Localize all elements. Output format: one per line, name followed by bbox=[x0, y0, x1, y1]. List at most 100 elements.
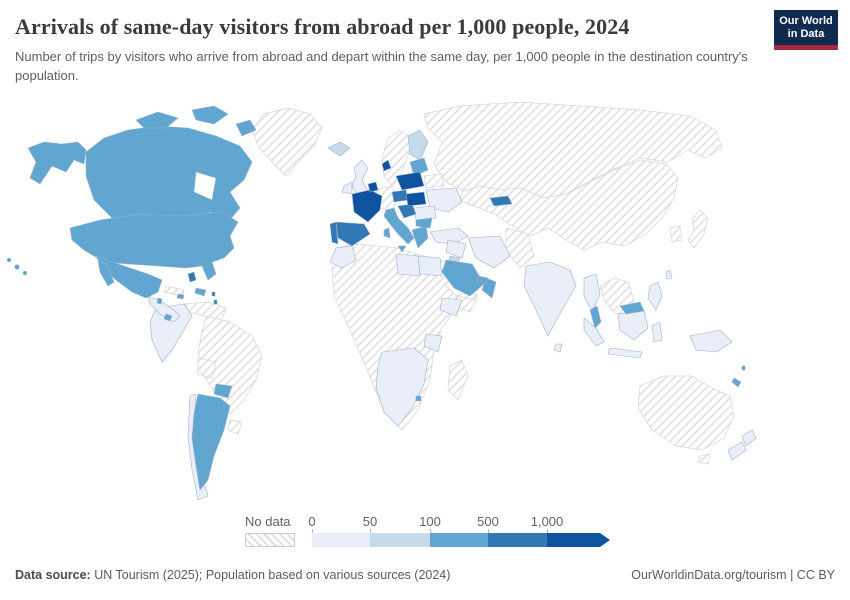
country-new-caledonia[interactable] bbox=[731, 377, 742, 388]
country-brazil[interactable] bbox=[197, 315, 263, 415]
country-arctic-islands-1[interactable] bbox=[135, 111, 179, 129]
country-afghanistan-pakistan[interactable] bbox=[505, 227, 535, 269]
country-india[interactable] bbox=[523, 261, 577, 337]
country-bulgaria[interactable] bbox=[415, 217, 433, 229]
legend-bin-5[interactable] bbox=[547, 533, 600, 547]
owid-link[interactable]: OurWorldinData.org/tourism | CC BY bbox=[631, 568, 835, 582]
country-finland[interactable] bbox=[407, 129, 429, 161]
country-jamaica[interactable] bbox=[176, 293, 185, 300]
country-hawaii[interactable] bbox=[14, 264, 20, 270]
country-sri-lanka[interactable] bbox=[553, 343, 563, 353]
country-africa-main[interactable] bbox=[331, 243, 479, 431]
country-bahamas[interactable] bbox=[187, 271, 197, 283]
country-greenland[interactable] bbox=[251, 107, 323, 177]
country-sicily[interactable] bbox=[397, 245, 407, 253]
country-sumatra[interactable] bbox=[583, 317, 605, 347]
country-south-korea[interactable] bbox=[669, 225, 683, 243]
country-dominican-republic[interactable] bbox=[194, 287, 207, 297]
country-georgia[interactable] bbox=[489, 195, 513, 207]
country-arctic-islands-3[interactable] bbox=[235, 119, 257, 137]
country-ethiopia[interactable] bbox=[439, 297, 463, 317]
country-japan[interactable] bbox=[687, 209, 709, 249]
legend-bin-1[interactable] bbox=[312, 533, 370, 547]
country-baltics[interactable] bbox=[409, 157, 429, 177]
legend-tickmark bbox=[370, 529, 371, 533]
country-iceland[interactable] bbox=[327, 141, 351, 157]
country-romania[interactable] bbox=[413, 205, 437, 221]
country-belarus[interactable] bbox=[423, 173, 445, 189]
legend-bin-4[interactable] bbox=[488, 533, 547, 547]
country-france[interactable] bbox=[351, 189, 383, 223]
country-turkey[interactable] bbox=[429, 227, 469, 245]
country-greece[interactable] bbox=[411, 225, 429, 249]
country-madagascar[interactable] bbox=[447, 359, 469, 401]
country-sardinia[interactable] bbox=[383, 227, 391, 239]
country-egypt[interactable] bbox=[417, 255, 443, 277]
country-tasmania[interactable] bbox=[697, 453, 711, 465]
country-new-zealand-south[interactable] bbox=[727, 441, 747, 461]
country-antilles-2[interactable] bbox=[213, 299, 218, 305]
country-australia[interactable] bbox=[637, 375, 735, 451]
country-costa-rica[interactable] bbox=[163, 313, 173, 322]
country-baja[interactable] bbox=[97, 259, 115, 287]
legend-tick-50: 50 bbox=[362, 514, 378, 529]
country-colombia-peru[interactable] bbox=[149, 303, 193, 363]
country-italy[interactable] bbox=[383, 207, 415, 245]
country-sulawesi[interactable] bbox=[651, 321, 663, 343]
country-saudi-arabia[interactable] bbox=[441, 259, 485, 297]
country-vanuatu[interactable] bbox=[741, 365, 746, 371]
country-hawaii[interactable] bbox=[7, 258, 11, 262]
legend-bin-2[interactable] bbox=[370, 533, 430, 547]
no-data-swatch[interactable] bbox=[245, 533, 295, 547]
country-antilles-1[interactable] bbox=[211, 291, 216, 297]
country-arctic-islands-2[interactable] bbox=[191, 105, 229, 125]
country-argentina[interactable] bbox=[191, 393, 231, 491]
country-poland[interactable] bbox=[395, 171, 425, 191]
country-uae[interactable] bbox=[476, 275, 489, 285]
country-scandinavia[interactable] bbox=[381, 129, 413, 187]
country-eswatini[interactable] bbox=[415, 395, 422, 402]
country-tanzania[interactable] bbox=[423, 333, 443, 353]
country-malaysia-peninsula[interactable] bbox=[589, 305, 602, 329]
country-java[interactable] bbox=[607, 347, 643, 359]
country-denmark[interactable] bbox=[381, 159, 392, 172]
country-paraguay[interactable] bbox=[213, 383, 233, 399]
country-portugal[interactable] bbox=[329, 221, 339, 245]
data-source: Data source: UN Tourism (2025); Populati… bbox=[15, 568, 450, 582]
country-philippines[interactable] bbox=[647, 281, 663, 311]
legend-bin-3[interactable] bbox=[430, 533, 488, 547]
country-southern-africa[interactable] bbox=[375, 347, 429, 427]
country-borneo[interactable] bbox=[617, 309, 649, 341]
country-belize[interactable] bbox=[156, 297, 163, 305]
country-malaysia-borneo[interactable] bbox=[619, 301, 645, 315]
country-canada[interactable] bbox=[85, 125, 253, 231]
country-uruguay[interactable] bbox=[227, 419, 243, 435]
owid-logo[interactable]: Our World in Data bbox=[774, 10, 838, 50]
country-croatia[interactable] bbox=[397, 203, 417, 219]
country-libya[interactable] bbox=[395, 253, 421, 277]
legend-tickmark bbox=[547, 529, 548, 533]
country-austria-czech[interactable] bbox=[391, 189, 409, 203]
country-new-zealand-north[interactable] bbox=[741, 429, 757, 447]
country-chile[interactable] bbox=[187, 393, 209, 501]
country-ireland[interactable] bbox=[341, 181, 353, 195]
country-hawaii[interactable] bbox=[23, 271, 27, 275]
country-china-region[interactable] bbox=[459, 159, 679, 251]
country-spain[interactable] bbox=[335, 221, 371, 247]
country-bolivia[interactable] bbox=[197, 357, 217, 379]
country-ukraine[interactable] bbox=[425, 187, 463, 213]
country-myanmar[interactable] bbox=[583, 273, 601, 313]
country-belgium-netherlands[interactable] bbox=[367, 181, 379, 193]
country-alaska[interactable] bbox=[27, 141, 87, 185]
country-morocco[interactable] bbox=[329, 245, 357, 269]
country-united-states[interactable] bbox=[69, 211, 239, 281]
country-taiwan[interactable] bbox=[665, 269, 673, 280]
country-central-america[interactable] bbox=[147, 295, 181, 323]
country-iran[interactable] bbox=[467, 235, 511, 269]
country-iraq-syria[interactable] bbox=[445, 239, 467, 259]
country-new-guinea[interactable] bbox=[689, 329, 733, 353]
chart-header: Arrivals of same-day visitors from abroa… bbox=[15, 14, 760, 86]
country-russia[interactable] bbox=[423, 101, 723, 199]
legend-arrow bbox=[600, 533, 610, 547]
country-hungary[interactable] bbox=[405, 191, 427, 207]
